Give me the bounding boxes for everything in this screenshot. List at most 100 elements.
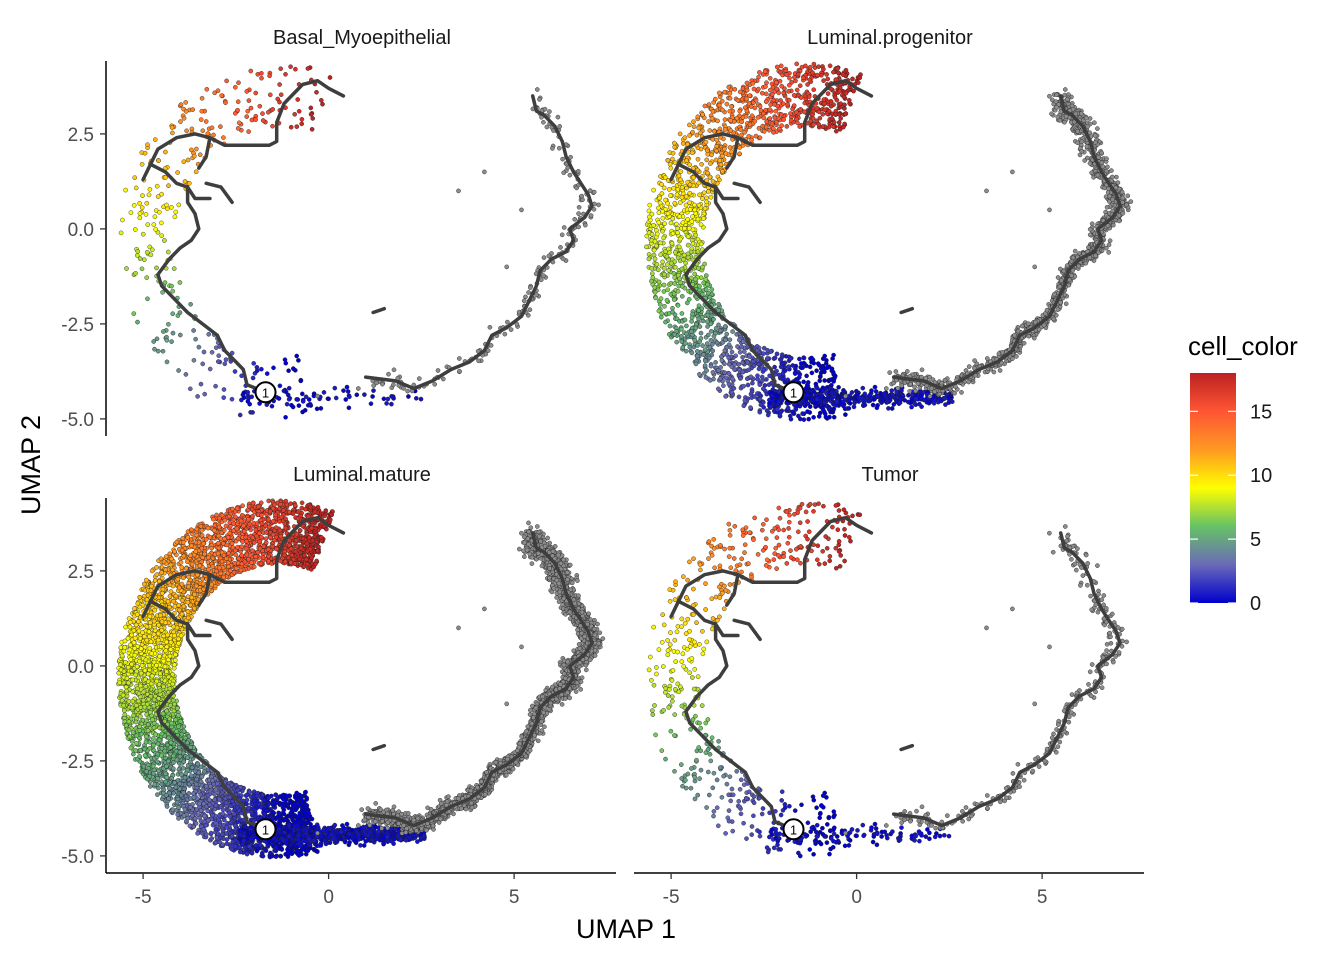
cell-point (194, 337, 198, 341)
cell-point (766, 413, 770, 417)
cell-point (967, 365, 971, 369)
cell-point (213, 91, 217, 95)
cell-point (166, 250, 170, 254)
cell-point (247, 130, 251, 134)
cell-point (692, 125, 696, 129)
cell-point (187, 181, 191, 185)
cell-point (678, 277, 682, 281)
cell-point (696, 266, 700, 270)
cell-point (681, 141, 685, 145)
cell-point (528, 286, 532, 290)
cell-point (1086, 245, 1090, 249)
cell-point (171, 312, 175, 316)
cell-point (875, 395, 879, 399)
cell-point (745, 81, 749, 85)
cell-point (300, 117, 304, 121)
cell-point (914, 397, 918, 401)
cell-point (284, 361, 288, 365)
cell-point (255, 369, 259, 373)
cell-point (716, 387, 720, 391)
cell-point (322, 390, 326, 394)
cell-point (286, 393, 290, 397)
cell-point (708, 128, 712, 132)
cell-point (711, 179, 715, 183)
cell-point (910, 397, 914, 401)
trajectory-branch (188, 187, 210, 198)
cell-point (177, 203, 181, 207)
cell-point (874, 389, 878, 393)
cell-point (697, 126, 701, 130)
cell-point (706, 313, 710, 317)
cell-point (760, 375, 764, 379)
cell-point (392, 368, 396, 372)
cell-point (184, 109, 188, 113)
cell-point (832, 415, 836, 419)
cell-point (174, 210, 178, 214)
cell-point (296, 97, 300, 101)
cell-point (725, 332, 729, 336)
cell-point (802, 401, 806, 405)
cell-point (522, 299, 526, 303)
cell-point (1094, 254, 1098, 258)
cell-point (693, 277, 697, 281)
cell-point (523, 295, 527, 299)
cell-point (812, 88, 816, 92)
cell-point (751, 360, 755, 364)
cell-point (1121, 200, 1125, 204)
cell-point (372, 384, 376, 388)
cell-point (725, 102, 729, 106)
cell-point (291, 405, 295, 409)
cell-point (822, 79, 826, 83)
cell-point (291, 367, 295, 371)
cell-point (143, 151, 147, 155)
cell-point (295, 354, 299, 358)
cell-point (791, 363, 795, 367)
cell-point (697, 317, 701, 321)
cell-point (1054, 100, 1058, 104)
cell-point (819, 73, 823, 77)
cell-point (135, 320, 139, 324)
cell-point (872, 397, 876, 401)
cell-point (716, 368, 720, 372)
cell-point (763, 70, 767, 74)
cell-point (161, 349, 165, 353)
cell-point (700, 197, 704, 201)
cell-point (141, 232, 145, 236)
cell-point (836, 71, 840, 75)
cell-point (658, 201, 662, 205)
cell-point (157, 159, 161, 163)
cell-point (672, 141, 676, 145)
cell-point (1104, 157, 1108, 161)
cell-point (828, 378, 832, 382)
cell-point (663, 320, 667, 324)
cell-point (1080, 149, 1084, 153)
cell-point (847, 406, 851, 410)
cell-point (890, 389, 894, 393)
cell-point (186, 158, 190, 162)
cell-point (816, 362, 820, 366)
cell-point (488, 325, 492, 329)
cell-point (886, 406, 890, 410)
cell-point (223, 362, 227, 366)
cell-point (1085, 144, 1089, 148)
cell-point (810, 356, 814, 360)
cell-point (890, 406, 894, 410)
cell-point (1013, 333, 1017, 337)
cell-point (145, 250, 149, 254)
cell-point (509, 328, 513, 332)
cell-point (772, 98, 776, 102)
trajectory-main (151, 81, 344, 393)
cell-point (775, 87, 779, 91)
cell-point (382, 397, 386, 401)
cell-point (795, 62, 799, 66)
cell-point (731, 329, 735, 333)
cell-point (560, 233, 564, 237)
cell-point (711, 109, 715, 113)
cell-point (811, 123, 815, 127)
cell-point (170, 340, 174, 344)
cell-point (246, 390, 250, 394)
cell-point (655, 232, 659, 236)
cell-point (775, 369, 779, 373)
cell-point (660, 191, 664, 195)
